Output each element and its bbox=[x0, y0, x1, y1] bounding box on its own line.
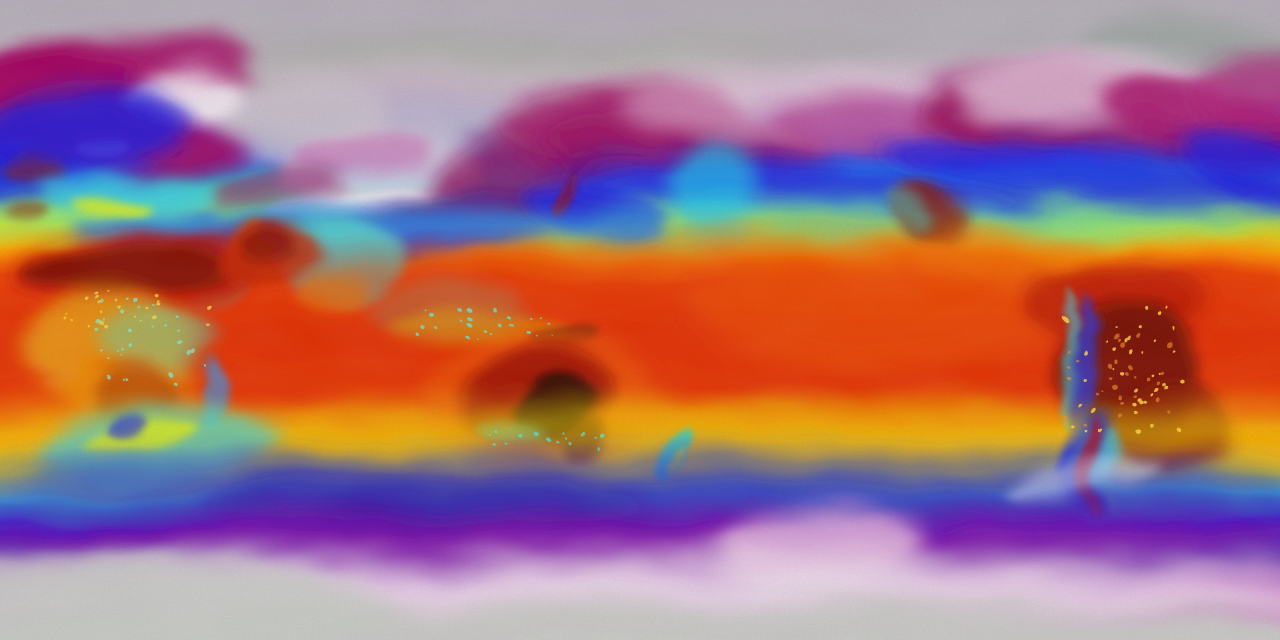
texture-grain-overlay bbox=[0, 0, 1280, 640]
global-temperature-map bbox=[0, 0, 1280, 640]
temperature-heatmap bbox=[0, 0, 1280, 640]
